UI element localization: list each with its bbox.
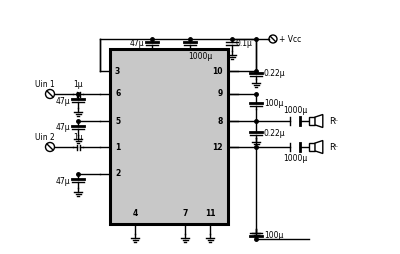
- Text: 1μ: 1μ: [73, 133, 83, 142]
- Text: Rᴸ: Rᴸ: [329, 142, 338, 151]
- Text: 100μ: 100μ: [264, 100, 283, 108]
- Text: 47μ: 47μ: [55, 97, 70, 105]
- Text: 0.22μ: 0.22μ: [264, 70, 286, 78]
- Text: 11: 11: [205, 209, 215, 218]
- Text: 10: 10: [212, 67, 223, 75]
- Text: 4: 4: [132, 209, 138, 218]
- Text: 1000μ: 1000μ: [188, 52, 212, 61]
- Bar: [110, 49, 228, 224]
- Text: 0.22μ: 0.22μ: [264, 129, 286, 137]
- Text: Uin 2: Uin 2: [35, 133, 55, 142]
- Text: 9: 9: [218, 89, 223, 99]
- Text: Rᴸ: Rᴸ: [329, 117, 338, 125]
- Polygon shape: [308, 117, 315, 125]
- Text: 8: 8: [218, 117, 223, 125]
- Text: Uin 1: Uin 1: [35, 80, 55, 89]
- Polygon shape: [308, 143, 315, 151]
- Text: 47μ: 47μ: [55, 177, 70, 185]
- Text: 5: 5: [115, 117, 120, 125]
- Text: 6: 6: [115, 89, 120, 99]
- Text: 47μ: 47μ: [55, 123, 70, 133]
- Polygon shape: [315, 115, 323, 128]
- Text: 100μ: 100μ: [264, 230, 283, 240]
- Text: 3: 3: [115, 67, 120, 75]
- Text: 1000μ: 1000μ: [283, 106, 307, 115]
- Text: 7: 7: [182, 209, 188, 218]
- Polygon shape: [315, 140, 323, 153]
- Text: + Vcc: + Vcc: [279, 35, 301, 43]
- Text: 2: 2: [115, 169, 120, 179]
- Text: 1000μ: 1000μ: [283, 154, 307, 163]
- Text: 47μ: 47μ: [129, 39, 144, 47]
- Text: 0.1μ: 0.1μ: [235, 39, 252, 47]
- Text: 1: 1: [115, 142, 120, 151]
- Text: 12: 12: [212, 142, 223, 151]
- Text: 1μ: 1μ: [73, 80, 83, 89]
